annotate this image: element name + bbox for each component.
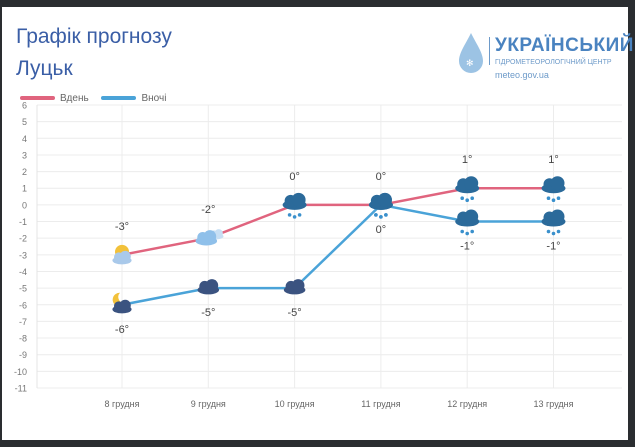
cloud-icon	[195, 229, 224, 246]
data-label: -1°	[546, 241, 560, 253]
x-tick-label: 10 грудня	[275, 399, 315, 409]
y-tick-label: -11	[15, 384, 27, 394]
logo-site[interactable]: meteo.gov.ua	[495, 70, 549, 80]
cloud-snow-icon	[282, 192, 307, 219]
y-tick-label: -2	[19, 234, 27, 244]
y-tick-label: -4	[19, 267, 27, 277]
y-tick-label: 2	[22, 167, 27, 177]
moon-cloud-icon	[112, 292, 132, 314]
data-label: 1°	[462, 154, 473, 166]
legend-day[interactable]: Вдень	[20, 93, 89, 104]
legend: Вдень Вночі	[20, 92, 176, 104]
y-tick-label: 0	[22, 200, 27, 210]
data-label: 0°	[289, 171, 300, 183]
x-tick-label: 13 грудня	[534, 399, 574, 409]
series-line-day	[121, 186, 554, 257]
y-tick-label: -7	[19, 317, 27, 327]
y-tick-label: 6	[22, 101, 27, 111]
y-tick-label: -9	[19, 350, 27, 360]
svg-text:✻: ✻	[466, 58, 474, 68]
y-tick-label: 5	[22, 117, 27, 127]
data-label: 0°	[376, 171, 387, 183]
data-label: -2°	[201, 204, 215, 216]
logo-name: УКРАЇНСЬКИЙ	[495, 35, 634, 56]
y-tick-label: -6	[19, 300, 27, 310]
cloud-snow-icon	[541, 209, 566, 236]
chart-title: Графік прогнозу	[16, 25, 172, 48]
x-tick-label: 12 грудня	[447, 399, 487, 409]
x-tick-label: 9 грудня	[191, 399, 226, 409]
dark-cloud-icon	[283, 279, 306, 295]
y-tick-label: 1	[22, 184, 27, 194]
legend-night[interactable]: Вночі	[101, 93, 166, 104]
city-name: Луцьк	[16, 57, 73, 80]
x-tick-label: 11 грудня	[361, 399, 400, 409]
data-label: -3°	[115, 221, 129, 233]
data-label: -6°	[115, 324, 129, 336]
y-tick-label: -10	[14, 367, 27, 377]
cloud-snow-icon	[455, 209, 480, 236]
cloud-snow-icon	[368, 192, 393, 219]
data-label: -5°	[288, 307, 302, 319]
data-label: -1°	[460, 241, 474, 253]
forecast-panel: Графік прогнозу Луцьк ✻ УКРАЇНСЬКИЙ ГІДР…	[2, 7, 633, 440]
y-tick-label: -8	[19, 334, 27, 344]
y-tick-label: 3	[22, 150, 27, 160]
data-label: 1°	[548, 154, 559, 166]
x-tick-label: 8 грудня	[105, 399, 140, 409]
logo-subtitle: ГІДРОМЕТЕОРОЛОГІЧНИЙ ЦЕНТР	[495, 59, 612, 66]
y-tick-label: 4	[22, 134, 27, 144]
data-label: 0°	[376, 224, 387, 236]
series-line-night	[121, 203, 554, 306]
dark-cloud-icon	[197, 279, 220, 295]
data-label: -5°	[201, 307, 215, 319]
y-tick-label: -1	[19, 217, 27, 227]
water-drop-icon: ✻	[459, 33, 483, 73]
logo: ✻ УКРАЇНСЬКИЙ ГІДРОМЕТЕОРОЛОГІЧНИЙ ЦЕНТР…	[457, 29, 635, 89]
sun-cloud-icon	[112, 244, 132, 265]
cloud-snow-icon	[455, 176, 480, 203]
y-tick-label: -3	[19, 250, 27, 260]
y-tick-label: -5	[19, 284, 27, 294]
cloud-snow-icon	[541, 176, 566, 203]
